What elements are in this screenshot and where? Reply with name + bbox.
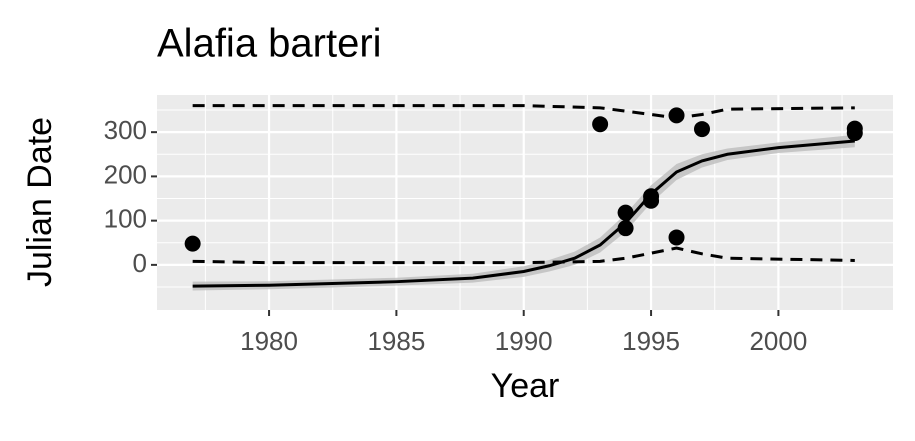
point — [617, 220, 634, 237]
point — [592, 116, 609, 133]
point — [617, 204, 634, 221]
y-tick-label: 100 — [104, 204, 147, 234]
fit-line — [192, 139, 855, 288]
quantile-line — [192, 246, 855, 265]
x-tick-label: 2000 — [749, 326, 807, 356]
confidence-band — [192, 134, 855, 291]
y-axis-label: Julian Date — [21, 117, 59, 287]
point — [693, 121, 710, 138]
x-tick-label: 1985 — [367, 326, 425, 356]
point — [643, 192, 660, 209]
y-tick-label: 200 — [104, 159, 147, 189]
y-tick-label: 300 — [104, 115, 147, 145]
point — [668, 229, 685, 246]
point — [184, 235, 201, 252]
x-tick-label: 1980 — [240, 326, 298, 356]
x-tick-label: 1990 — [495, 326, 553, 356]
panel — [157, 95, 893, 310]
chart-title: Alafia barteri — [157, 22, 382, 66]
x-tick-label: 1995 — [622, 326, 680, 356]
x-axis-label: Year — [491, 367, 560, 405]
point — [668, 107, 685, 124]
point — [846, 125, 863, 142]
y-tick-label: 0 — [133, 248, 147, 278]
quantile-line — [192, 104, 855, 120]
